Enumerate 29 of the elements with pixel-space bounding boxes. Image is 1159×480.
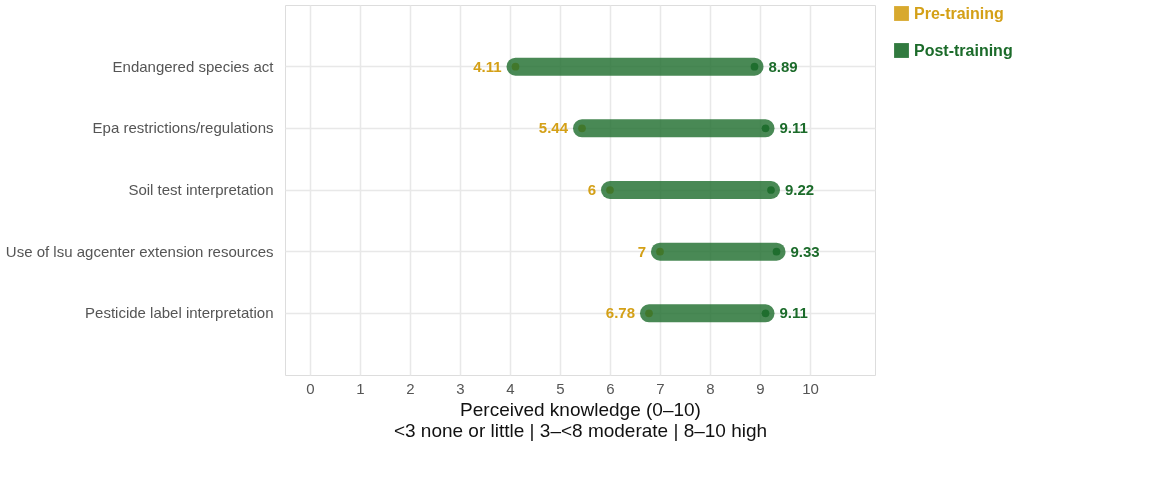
data-label: 8.89 bbox=[768, 57, 798, 75]
x-tick-label: 2 bbox=[406, 379, 415, 397]
x-axis-title: Perceived knowledge (0–10) <3 none or little | 3–<8 moderate | 8–10 high bbox=[393, 398, 768, 441]
y-tick-label: Endangered species act bbox=[112, 57, 275, 75]
x-tick-label: 0 bbox=[306, 379, 315, 397]
data-label: 4.11 bbox=[473, 57, 502, 75]
x-tick-label: 1 bbox=[356, 379, 365, 397]
x-tick-label: 4 bbox=[506, 379, 515, 397]
legend-label: Post-training bbox=[914, 41, 1013, 59]
data-label: 7 bbox=[637, 242, 646, 260]
data-label: 5.44 bbox=[538, 119, 569, 137]
data-label: 6 bbox=[587, 181, 596, 198]
data-label: 9.33 bbox=[790, 242, 820, 260]
x-tick-label: 6 bbox=[606, 379, 615, 397]
y-tick-label: Use of lsu agcenter extension resources bbox=[5, 242, 274, 260]
data-label: 6.78 bbox=[605, 304, 635, 322]
data-label: 9.11 bbox=[779, 119, 808, 137]
data-label: 9.11 bbox=[779, 304, 808, 322]
x-tick-label: 3 bbox=[456, 379, 465, 397]
y-tick-label: Pesticide label interpretation bbox=[85, 304, 274, 322]
x-tick-label: 7 bbox=[656, 379, 665, 397]
y-tick-label: Soil test interpretation bbox=[128, 181, 274, 198]
x-tick-label: 9 bbox=[756, 379, 765, 397]
x-tick-label: 5 bbox=[556, 379, 565, 397]
x-tick-label: 8 bbox=[706, 379, 715, 397]
legend-label: Pre-training bbox=[914, 4, 1004, 22]
y-tick-label: Epa restrictions/regulations bbox=[92, 119, 274, 137]
x-tick-label: 10 bbox=[802, 379, 819, 397]
data-label: 9.22 bbox=[785, 181, 815, 198]
